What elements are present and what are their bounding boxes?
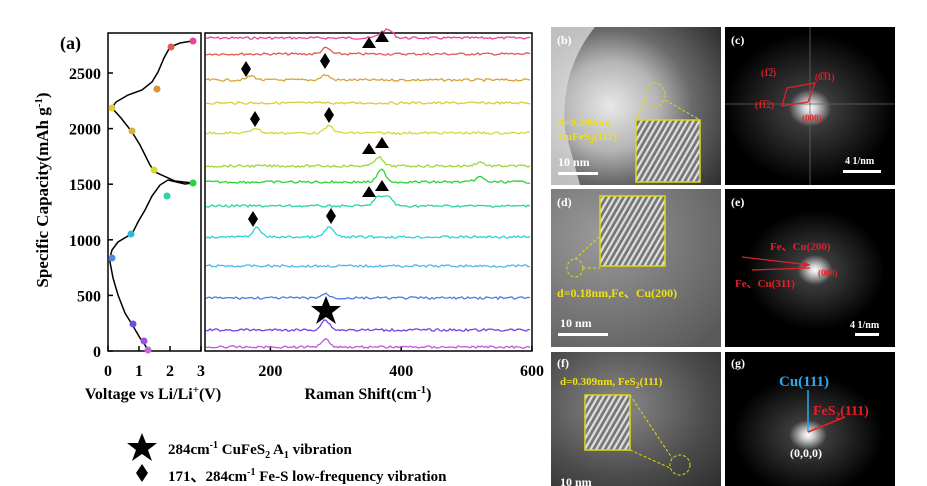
- panel-f-scale-text: 10 nm: [560, 475, 592, 486]
- panel-g-fes2-label: FeS2(111): [813, 404, 869, 421]
- capacity-tick-label: 1500: [69, 177, 101, 194]
- legend-star-icon: [127, 433, 157, 461]
- panel-c-spot1: (1̅2̅): [761, 68, 776, 78]
- panel-c-scale-text: 4 1/nm: [845, 156, 875, 167]
- panel-g-cu-label: Cu(111): [779, 374, 829, 390]
- capacity-axis-label: Specific Capacity(mAh g-1): [33, 92, 52, 287]
- capacity-tick-label: 2000: [69, 122, 101, 139]
- raman-spectra: [205, 28, 531, 350]
- panel-c-scale-bar: [843, 170, 881, 173]
- panel-c: (c) (1̅2̅) (0̅3̅1) (1̅1̅2) (000) 4 1/nm: [725, 27, 895, 185]
- panel-e-reflection-200: Fe、Cu(200): [770, 241, 831, 253]
- raman-spectrum: [205, 101, 531, 106]
- panel-e-scale-text: 4 1/nm: [850, 320, 880, 331]
- voltage-tick-label: 0: [104, 363, 112, 380]
- panel-g: (g) Cu(111) FeS2(111) (0,0,0): [725, 352, 895, 486]
- panel-b-scale-bar: [558, 172, 598, 175]
- raman-spectrum: [205, 292, 531, 301]
- legend-diamond-text: 171、284cm-1 Fe-S low-frequency vibration: [168, 467, 447, 485]
- raman-spectrum: [205, 195, 531, 209]
- panel-g-label: (g): [731, 356, 745, 370]
- voltage-tick-label: 3: [197, 363, 205, 380]
- raman-spectrum: [205, 263, 531, 269]
- voltage-tick-label: 2: [166, 363, 174, 380]
- panel-b-d-spacing: d=0.299nm: [558, 117, 610, 129]
- raman-axis-label: Raman Shift(cm-1): [305, 384, 432, 403]
- voltage-axis-label: Voltage vs Li/Li+(V): [85, 384, 221, 403]
- raman-spectrum: [205, 168, 531, 185]
- panel-e-scale-bar: [855, 333, 879, 336]
- panel-d-scale-text: 10 nm: [560, 316, 592, 330]
- raman-tick-label: 600: [520, 363, 544, 380]
- voltage-axes: [107, 32, 202, 352]
- legend: 284cm-1 CuFeS2 A1 vibration 171、284cm-1 …: [127, 433, 447, 485]
- panel-a-label: (a): [60, 33, 81, 54]
- legend-diamond-icon: [136, 464, 148, 482]
- panel-c-label: (c): [731, 33, 744, 47]
- panel-f-label: (f): [557, 356, 569, 370]
- panel-f: (f) d=0.309nm, FeS2(111) 10 nm: [551, 352, 721, 486]
- panel-b: (b) d=0.299nm CuFeS2(112) 10 nm: [551, 27, 721, 185]
- raman-spectrum: [205, 73, 531, 83]
- legend-star-text: 284cm-1 CuFeS2 A1 vibration: [168, 440, 352, 461]
- raman-tick-label: 400: [389, 363, 413, 380]
- triangle-markers: [362, 31, 389, 197]
- raman-spectrum: [205, 226, 531, 240]
- capacity-tick-label: 0: [93, 344, 101, 361]
- panel-e-label: (e): [731, 195, 744, 209]
- panel-d-d-spacing: d=0.18nm,Fe、Cu(200): [557, 286, 677, 300]
- voltage-tick-label: 1: [135, 363, 143, 380]
- voltage-curve: [109, 39, 195, 352]
- raman-axes: [204, 32, 533, 352]
- raman-spectrum: [205, 319, 530, 332]
- panel-b-phase: CuFeS2(112): [558, 131, 617, 145]
- panel-c-origin: (000): [802, 113, 822, 123]
- panel-g-origin: (0,0,0): [790, 446, 822, 460]
- raman-spectrum: [205, 28, 531, 41]
- capacity-tick-label: 500: [77, 288, 101, 305]
- capacity-tick-label: 1000: [69, 233, 101, 250]
- panel-e-origin: (000): [818, 268, 838, 278]
- panel-f-d-spacing: d=0.309nm, FeS2(111): [560, 376, 663, 390]
- panel-d: (d) d=0.18nm,Fe、Cu(200) 10 nm: [551, 189, 721, 347]
- panel-b-scale-text: 10 nm: [558, 155, 590, 169]
- panel-e-reflection-311: Fe、Cu(311): [735, 278, 795, 290]
- raman-spectrum: [205, 124, 531, 136]
- panel-d-label: (d): [557, 195, 572, 209]
- panel-c-spot3: (1̅1̅2): [755, 100, 774, 110]
- raman-tick-label: 200: [258, 363, 282, 380]
- raman-axis-ticks: 200 400 600: [258, 346, 544, 380]
- panel-c-spot2: (0̅3̅1): [815, 72, 835, 82]
- raman-spectrum: [205, 46, 531, 56]
- voltage-markers: [108, 37, 197, 354]
- raman-spectrum: [205, 155, 531, 169]
- voltage-axis-ticks: 0 1 2 3: [104, 346, 205, 380]
- panel-b-label: (b): [557, 33, 572, 47]
- capacity-tick-label: 2500: [69, 66, 101, 83]
- star-marker: [311, 296, 341, 324]
- capacity-axis-ticks: 0 500 1000 1500 2000 2500: [69, 66, 113, 361]
- panel-e: (e) Fe、Cu(200) Fe、Cu(311) (000) 4 1/nm: [725, 189, 895, 347]
- diamond-markers: [241, 53, 336, 227]
- panel-d-scale-bar: [558, 333, 608, 336]
- raman-spectrum: [205, 337, 531, 350]
